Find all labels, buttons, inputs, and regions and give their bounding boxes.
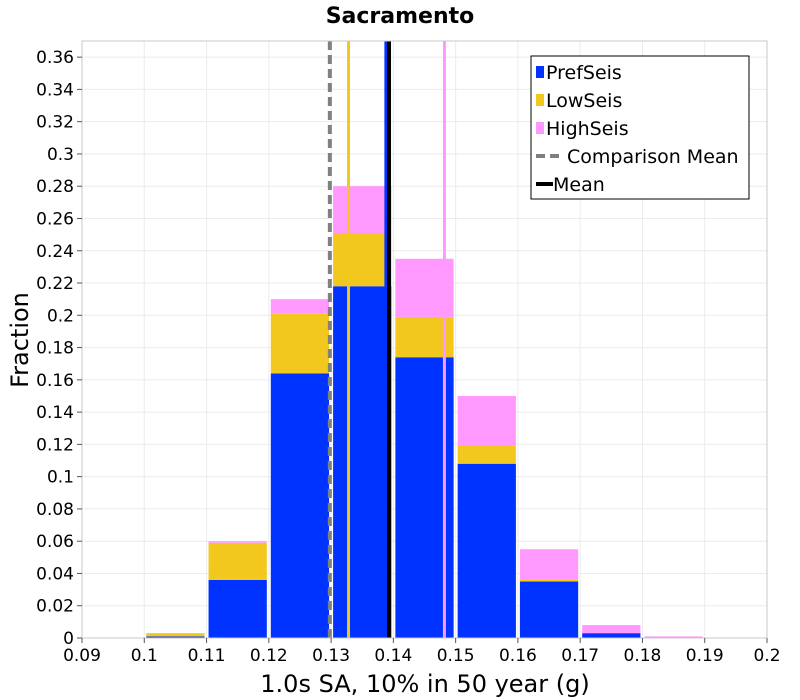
legend-item-mean-label: Mean	[553, 174, 605, 196]
legend-item-comparison-mean-label: Comparison Mean	[567, 146, 739, 168]
bar-lowseis	[457, 445, 516, 464]
y-tick-label: 0.32	[36, 113, 74, 133]
bar-highseis	[457, 395, 516, 446]
bar-lowseis	[208, 542, 267, 580]
y-tick-label: 0	[63, 629, 74, 649]
y-axis-label: Fraction	[6, 292, 34, 388]
x-axis-ticks: 0.09 0.1 0.11 0.12 0.13 0.14 0.15 0.16 0.17 0.18 0…	[63, 638, 781, 666]
bar-highseis	[270, 299, 330, 314]
x-tick-label: 0.15	[437, 646, 475, 666]
x-tick-label: 0.18	[624, 646, 662, 666]
y-tick-label: 0.3	[47, 145, 74, 165]
y-tick-label: 0.06	[36, 532, 74, 552]
legend-box	[530, 55, 750, 200]
y-axis-ticks: 0 0.02 0.04 0.06 0.08 0.1 0.12 0.14 0.16 0.18 0.2 0…	[36, 48, 82, 649]
y-tick-label: 0.26	[36, 209, 74, 229]
bar-highseis	[644, 636, 703, 638]
legend-item-highseis-swatch	[536, 122, 544, 134]
bar-lowseis	[146, 633, 205, 637]
y-tick-label: 0.36	[36, 48, 74, 68]
y-tick-label: 0.24	[36, 242, 74, 262]
bar-prefseis	[519, 581, 579, 638]
vertical-lines-group	[327, 41, 446, 638]
chart-title: Sacramento	[326, 4, 475, 29]
y-tick-label: 0.12	[36, 435, 74, 455]
bar-prefseis	[270, 373, 330, 638]
bar-prefseis	[146, 636, 205, 638]
x-tick-label: 0.11	[188, 646, 226, 666]
bar-highseis	[519, 549, 579, 580]
bar-lowseis	[270, 313, 330, 374]
y-tick-label: 0.02	[36, 597, 74, 617]
x-tick-label: 0.14	[374, 646, 412, 666]
bar-highseis	[208, 541, 267, 543]
y-tick-label: 0.34	[36, 80, 74, 100]
legend: PrefSeis LowSeis HighSeis Comparison Mean Me…	[530, 55, 750, 200]
x-tick-label: 0.13	[312, 646, 350, 666]
x-tick-label: 0.17	[561, 646, 599, 666]
bar-prefseis	[457, 463, 516, 638]
bar-prefseis	[208, 579, 267, 638]
bar-highseis	[333, 186, 392, 234]
x-tick-label: 0.2	[753, 646, 780, 666]
y-tick-label: 0.04	[36, 564, 74, 584]
y-tick-label: 0.1	[47, 468, 74, 488]
y-tick-label: 0.14	[36, 403, 74, 423]
bar-highseis	[582, 625, 641, 634]
y-tick-label: 0.28	[36, 177, 74, 197]
plot-area-frame	[81, 40, 768, 639]
y-tick-label: 0.08	[36, 500, 74, 520]
x-tick-label: 0.12	[250, 646, 288, 666]
bar-prefseis	[333, 286, 392, 638]
bar-lowseis	[519, 579, 579, 582]
x-tick-label: 0.09	[63, 646, 101, 666]
x-tick-label: 0.19	[686, 646, 724, 666]
legend-item-prefseis-label: PrefSeis	[546, 62, 622, 84]
legend-item-lowseis-swatch	[536, 94, 544, 106]
x-tick-label: 0.1	[131, 646, 158, 666]
bar-lowseis	[333, 233, 392, 287]
legend-item-lowseis-label: LowSeis	[546, 90, 622, 112]
legend-item-prefseis-swatch	[536, 66, 544, 78]
y-tick-label: 0.16	[36, 371, 74, 391]
legend-item-highseis-label: HighSeis	[546, 118, 629, 140]
y-tick-label: 0.22	[36, 274, 74, 294]
x-tick-label: 0.16	[499, 646, 537, 666]
y-tick-label: 0.2	[47, 306, 74, 326]
y-tick-label: 0.18	[36, 339, 74, 359]
x-axis-label: 1.0s SA, 10% in 50 year (g)	[260, 670, 589, 698]
bar-prefseis	[582, 633, 641, 638]
